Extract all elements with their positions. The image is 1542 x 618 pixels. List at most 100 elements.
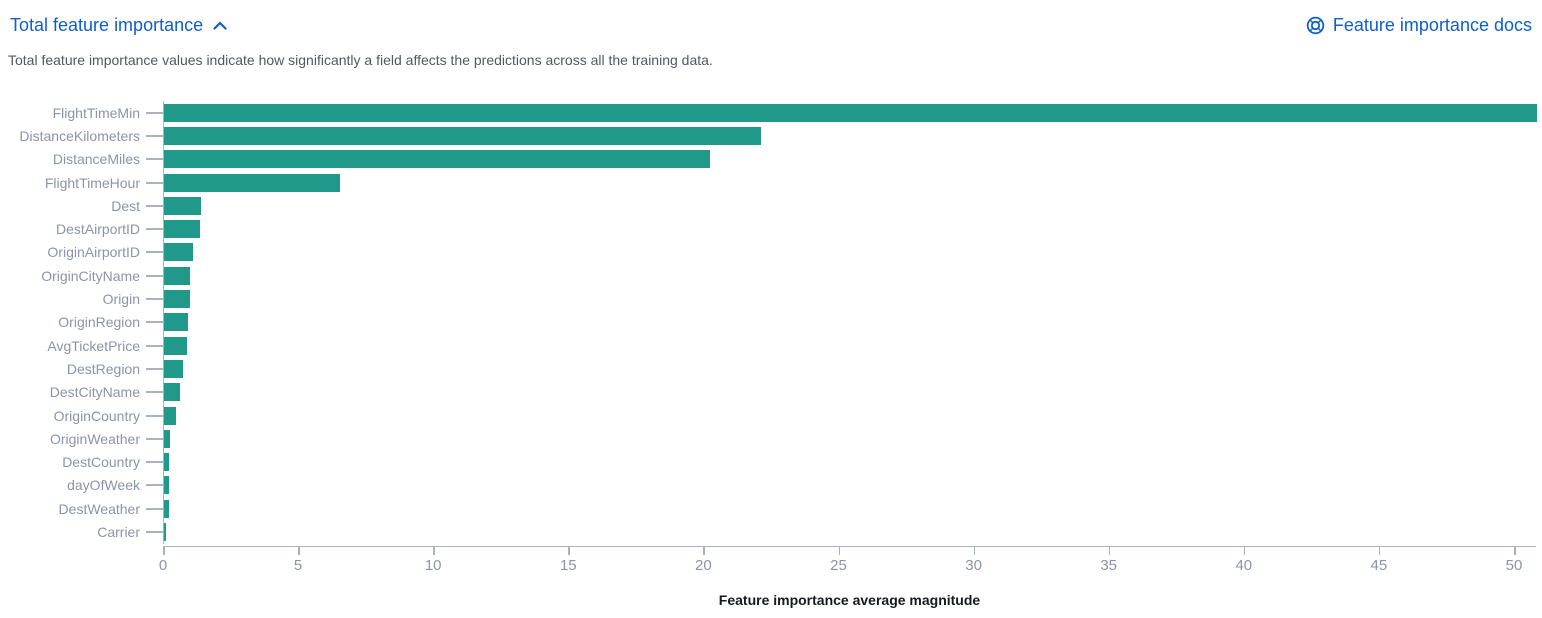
x-axis-tick-label: 10 bbox=[424, 556, 442, 574]
bar-OriginCityName[interactable] bbox=[164, 266, 191, 285]
x-axis-tick-label: 50 bbox=[1505, 556, 1523, 574]
chart-row: DistanceKilometers bbox=[0, 124, 1542, 148]
bar-dayOfWeek[interactable] bbox=[164, 476, 170, 495]
x-axis-tick-label: 20 bbox=[695, 556, 712, 574]
y-axis-label: FlightTimeMin bbox=[52, 104, 140, 121]
bar-OriginAirportID[interactable] bbox=[164, 243, 193, 262]
y-axis-label: DistanceKilometers bbox=[19, 127, 140, 144]
chart-row: OriginRegion bbox=[0, 310, 1542, 334]
section-collapse-toggle[interactable]: Total feature importance bbox=[10, 14, 227, 36]
y-axis-label: OriginWeather bbox=[49, 430, 140, 447]
section-header: Total feature importance Feature importa… bbox=[0, 0, 1542, 36]
y-axis-tick bbox=[146, 461, 163, 464]
y-axis-tick bbox=[146, 204, 163, 207]
y-axis-tick bbox=[146, 484, 163, 487]
chart-row: OriginCityName bbox=[0, 264, 1542, 288]
bar-FlightTimeHour[interactable] bbox=[164, 173, 340, 192]
bar-DestCityName[interactable] bbox=[164, 383, 181, 402]
y-axis-tick bbox=[146, 507, 163, 510]
bar-AvgTicketPrice[interactable] bbox=[164, 336, 187, 355]
bar-DistanceMiles[interactable] bbox=[164, 150, 710, 169]
x-axis-line bbox=[163, 545, 1536, 547]
x-axis-title-row: Feature importance average magnitude bbox=[0, 592, 1542, 610]
x-axis-tick bbox=[838, 545, 840, 555]
x-axis-title: Feature importance average magnitude bbox=[718, 591, 981, 608]
x-axis-tick bbox=[973, 545, 976, 555]
bar-area bbox=[163, 310, 1542, 334]
bar-area bbox=[163, 520, 1542, 544]
bar-area bbox=[163, 124, 1542, 148]
x-axis: 0 5 10 15 20 25 30 35 40 45 50 bbox=[0, 545, 1542, 576]
bar-area bbox=[163, 287, 1542, 311]
section-description: Total feature importance values indicate… bbox=[8, 52, 713, 68]
chart-row: DestAirportID bbox=[0, 217, 1542, 241]
bar-area bbox=[163, 450, 1542, 474]
y-axis-tick bbox=[146, 391, 163, 394]
bar-area bbox=[163, 403, 1542, 428]
bar-area bbox=[163, 240, 1542, 265]
bar-DestRegion[interactable] bbox=[164, 359, 184, 378]
y-axis-tick bbox=[146, 158, 163, 161]
y-axis-tick bbox=[146, 367, 163, 370]
x-axis-tick bbox=[298, 545, 300, 555]
bar-OriginWeather[interactable] bbox=[164, 429, 170, 448]
chart-row: DestRegion bbox=[0, 357, 1542, 381]
x-axis-tick bbox=[433, 545, 435, 555]
chart-row: Origin bbox=[0, 287, 1542, 311]
y-axis-tick bbox=[146, 228, 163, 231]
x-axis-tick-label: 5 bbox=[293, 556, 303, 574]
y-axis-tick bbox=[146, 530, 163, 533]
bar-area bbox=[163, 170, 1542, 195]
chart-row: DestCountry bbox=[0, 450, 1542, 474]
y-axis-label: DestCityName bbox=[49, 384, 140, 401]
y-axis-tick bbox=[146, 321, 163, 324]
x-axis-tick-label: 40 bbox=[1235, 556, 1253, 574]
docs-link-label: Feature importance docs bbox=[1332, 15, 1532, 35]
y-axis-label: DestAirportID bbox=[55, 221, 140, 238]
y-axis-label: OriginRegion bbox=[58, 314, 140, 331]
y-axis-tick bbox=[146, 298, 163, 301]
bar-area bbox=[163, 473, 1542, 498]
y-axis-label: FlightTimeHour bbox=[44, 174, 140, 191]
bar-Carrier[interactable] bbox=[164, 522, 166, 541]
bar-area bbox=[163, 357, 1542, 381]
x-axis-tick bbox=[1108, 545, 1111, 555]
chart-row: DistanceMiles bbox=[0, 147, 1542, 171]
bar-DistanceKilometers[interactable] bbox=[164, 126, 762, 145]
bar-area bbox=[163, 194, 1542, 218]
bar-FlightTimeMin[interactable] bbox=[164, 103, 1537, 122]
y-axis-tick bbox=[146, 181, 163, 184]
chart-row: OriginCountry bbox=[0, 403, 1542, 428]
y-axis-label: AvgTicketPrice bbox=[47, 337, 140, 354]
x-axis-tick bbox=[1514, 545, 1516, 555]
y-axis-tick bbox=[146, 344, 163, 347]
bar-DestAirportID[interactable] bbox=[164, 220, 200, 239]
y-axis-tick bbox=[146, 251, 163, 254]
bar-Dest[interactable] bbox=[164, 196, 201, 215]
y-axis-tick bbox=[146, 111, 163, 114]
y-axis-tick bbox=[146, 274, 163, 277]
chart-row: dayOfWeek bbox=[0, 473, 1542, 498]
bar-DestWeather[interactable] bbox=[164, 499, 169, 518]
feature-importance-bar-chart: FlightTimeMin DistanceKilometers DistanceM… bbox=[0, 101, 1542, 610]
bar-area bbox=[163, 427, 1542, 451]
x-axis-tick bbox=[163, 545, 165, 555]
chart-row: DestCityName bbox=[0, 380, 1542, 404]
feature-importance-docs-link[interactable]: Feature importance docs bbox=[1306, 14, 1532, 36]
bar-area bbox=[163, 264, 1542, 288]
chart-row: FlightTimeMin bbox=[0, 101, 1542, 125]
x-axis-tick-label: 15 bbox=[559, 556, 577, 574]
bar-OriginCountry[interactable] bbox=[164, 406, 176, 425]
bar-area bbox=[163, 380, 1542, 404]
bar-area bbox=[163, 497, 1542, 521]
bar-area bbox=[163, 101, 1542, 125]
bar-Origin[interactable] bbox=[164, 290, 190, 309]
life-ring-help-icon bbox=[1306, 16, 1325, 34]
bar-area bbox=[163, 217, 1542, 241]
y-axis-label: OriginCountry bbox=[53, 407, 140, 424]
y-axis-label: DestCountry bbox=[62, 454, 140, 471]
bar-DestCountry[interactable] bbox=[164, 453, 170, 472]
bar-OriginRegion[interactable] bbox=[164, 313, 188, 332]
y-axis-label: DestWeather bbox=[58, 500, 140, 517]
y-axis-label: Origin bbox=[102, 291, 140, 308]
